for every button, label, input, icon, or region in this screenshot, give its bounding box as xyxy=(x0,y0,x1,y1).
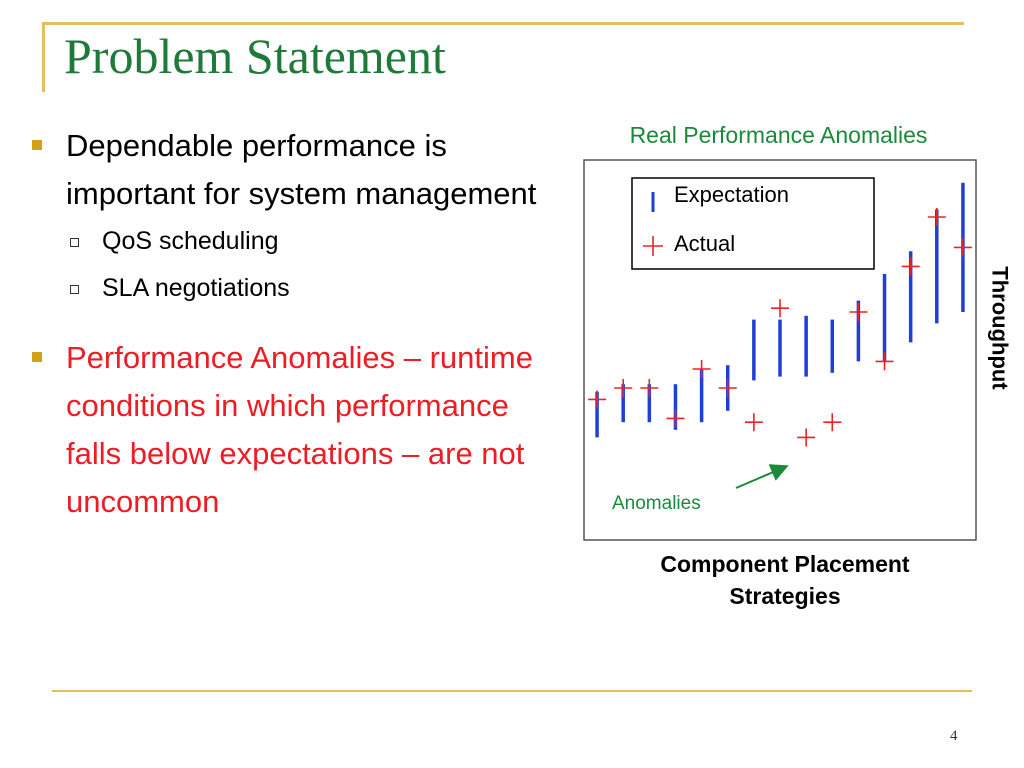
bullet-list: Dependable performance is important for … xyxy=(30,122,570,526)
y-axis-label-container: Throughput xyxy=(985,266,1015,389)
actual-point xyxy=(927,208,946,226)
actual-point xyxy=(875,352,894,371)
footer-divider xyxy=(52,690,972,692)
actual-point xyxy=(692,360,711,378)
bullet-square-icon xyxy=(32,352,42,362)
anomalies-annotation: Anomalies xyxy=(612,464,789,514)
actual-point xyxy=(849,303,868,321)
bullet-text: Dependable performance is important for … xyxy=(66,128,537,211)
annotation-arrow xyxy=(735,464,789,489)
legend-expectation-label: Expectation xyxy=(674,182,789,207)
sub-bullet-item: QoS scheduling xyxy=(30,218,570,265)
title-accent-horizontal xyxy=(42,22,964,25)
actual-point xyxy=(823,413,842,432)
sub-bullet-text: SLA negotiations xyxy=(102,274,290,302)
legend-actual-label: Actual xyxy=(674,231,735,256)
hollow-square-icon xyxy=(70,238,79,247)
sub-bullet-item: SLA negotiations xyxy=(30,265,570,312)
bullet-item: Performance Anomalies – runtime conditio… xyxy=(30,334,570,526)
actual-point xyxy=(718,379,737,397)
actual-point xyxy=(614,379,633,397)
slide-title: Problem Statement xyxy=(64,28,446,84)
bullet-text: Performance Anomalies – runtime conditio… xyxy=(66,340,533,519)
x-axis-label: Component Placement Strategies xyxy=(660,551,910,609)
bullet-square-icon xyxy=(32,140,42,150)
bullet-item: Dependable performance is important for … xyxy=(30,122,570,218)
legend-box xyxy=(631,177,875,270)
actual-point xyxy=(588,390,607,409)
actual-point xyxy=(797,428,816,447)
actual-point xyxy=(901,257,920,276)
actual-point xyxy=(953,238,972,257)
actual-point xyxy=(640,379,659,397)
y-axis-label: Throughput xyxy=(988,266,1013,390)
title-accent-vertical xyxy=(42,22,45,92)
hollow-square-icon xyxy=(70,285,79,294)
performance-chart: Expectation Actual Anomalies xyxy=(583,159,977,541)
chart-title: Real Performance Anomalies xyxy=(629,122,928,148)
page-number: 4 xyxy=(950,728,958,744)
actual-point xyxy=(771,299,789,318)
legend-actual-icon xyxy=(643,236,663,256)
actual-point xyxy=(666,409,685,428)
annotation-label: Anomalies xyxy=(612,493,701,514)
legend: Expectation Actual xyxy=(631,177,875,270)
sub-bullet-text: QoS scheduling xyxy=(102,227,279,255)
actual-point xyxy=(744,413,763,432)
